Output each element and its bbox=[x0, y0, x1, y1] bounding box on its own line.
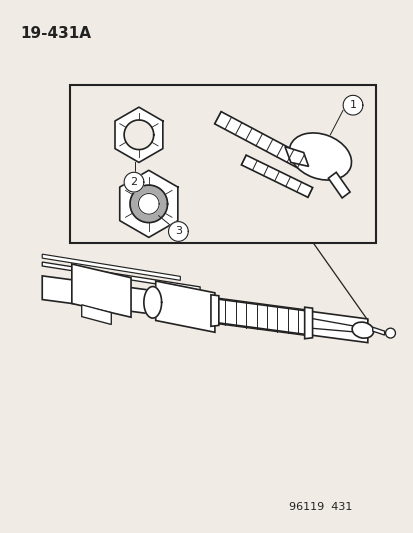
Polygon shape bbox=[372, 327, 384, 335]
Polygon shape bbox=[211, 295, 218, 326]
Polygon shape bbox=[155, 281, 214, 332]
Polygon shape bbox=[72, 264, 131, 317]
Polygon shape bbox=[284, 147, 308, 166]
Polygon shape bbox=[168, 222, 188, 241]
Polygon shape bbox=[124, 172, 143, 192]
Text: 3: 3 bbox=[174, 227, 181, 237]
Polygon shape bbox=[42, 276, 367, 343]
Text: 2: 2 bbox=[130, 177, 137, 187]
Bar bbox=[70, 85, 375, 244]
Polygon shape bbox=[144, 287, 161, 318]
Ellipse shape bbox=[385, 328, 394, 338]
Polygon shape bbox=[42, 254, 180, 280]
Polygon shape bbox=[310, 318, 352, 332]
Polygon shape bbox=[304, 307, 312, 339]
Polygon shape bbox=[42, 262, 199, 291]
Polygon shape bbox=[130, 185, 167, 223]
Polygon shape bbox=[119, 171, 178, 237]
Ellipse shape bbox=[289, 133, 351, 180]
Polygon shape bbox=[81, 305, 111, 325]
Polygon shape bbox=[342, 95, 362, 115]
Text: 96119  431: 96119 431 bbox=[288, 502, 351, 512]
Polygon shape bbox=[214, 111, 303, 168]
Text: 19-431A: 19-431A bbox=[21, 26, 91, 41]
Polygon shape bbox=[115, 107, 162, 163]
Polygon shape bbox=[124, 120, 153, 150]
Text: 1: 1 bbox=[349, 100, 356, 110]
Ellipse shape bbox=[351, 322, 373, 338]
Polygon shape bbox=[328, 172, 349, 198]
Polygon shape bbox=[241, 155, 312, 197]
Polygon shape bbox=[138, 193, 159, 214]
